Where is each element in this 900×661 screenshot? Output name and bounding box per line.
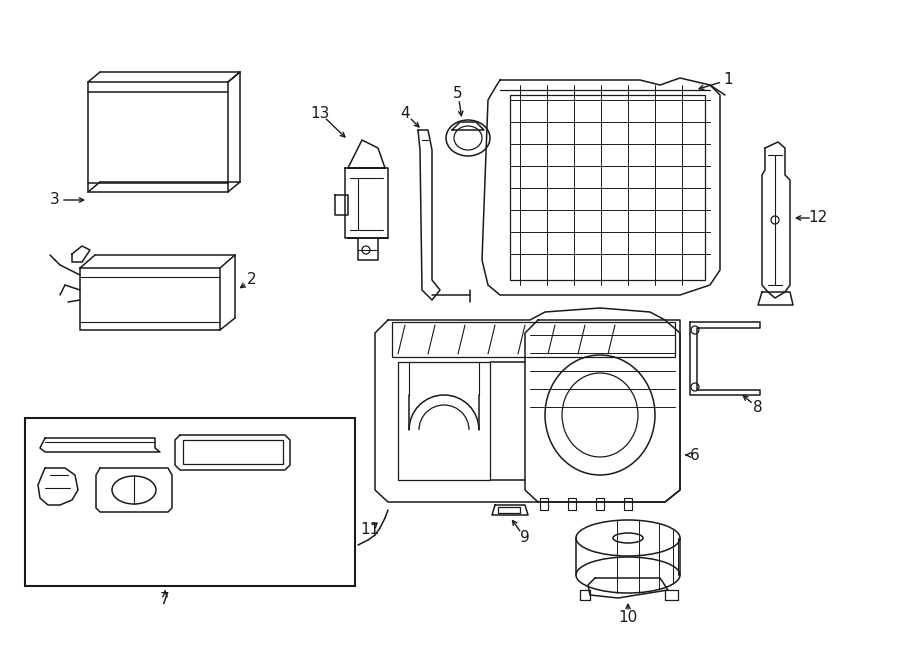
Text: 13: 13 [310,106,329,120]
Bar [88,82,228,192]
Text: 1: 1 [724,73,733,87]
Bar [183,440,283,464]
Bar [498,507,520,513]
Text: 9: 9 [520,531,530,545]
Text: 6: 6 [690,447,700,463]
Text: 3: 3 [50,192,60,208]
Bar [392,322,675,357]
Text: 10: 10 [618,611,637,625]
Text: 12: 12 [808,210,828,225]
Bar [25,418,355,586]
Text: 2: 2 [248,272,256,288]
Text: 8: 8 [753,401,763,416]
Text: 7: 7 [160,592,170,607]
Bar [510,95,705,280]
Text: 5: 5 [454,85,463,100]
Text: 11: 11 [360,522,380,537]
Text: 4: 4 [400,106,410,120]
